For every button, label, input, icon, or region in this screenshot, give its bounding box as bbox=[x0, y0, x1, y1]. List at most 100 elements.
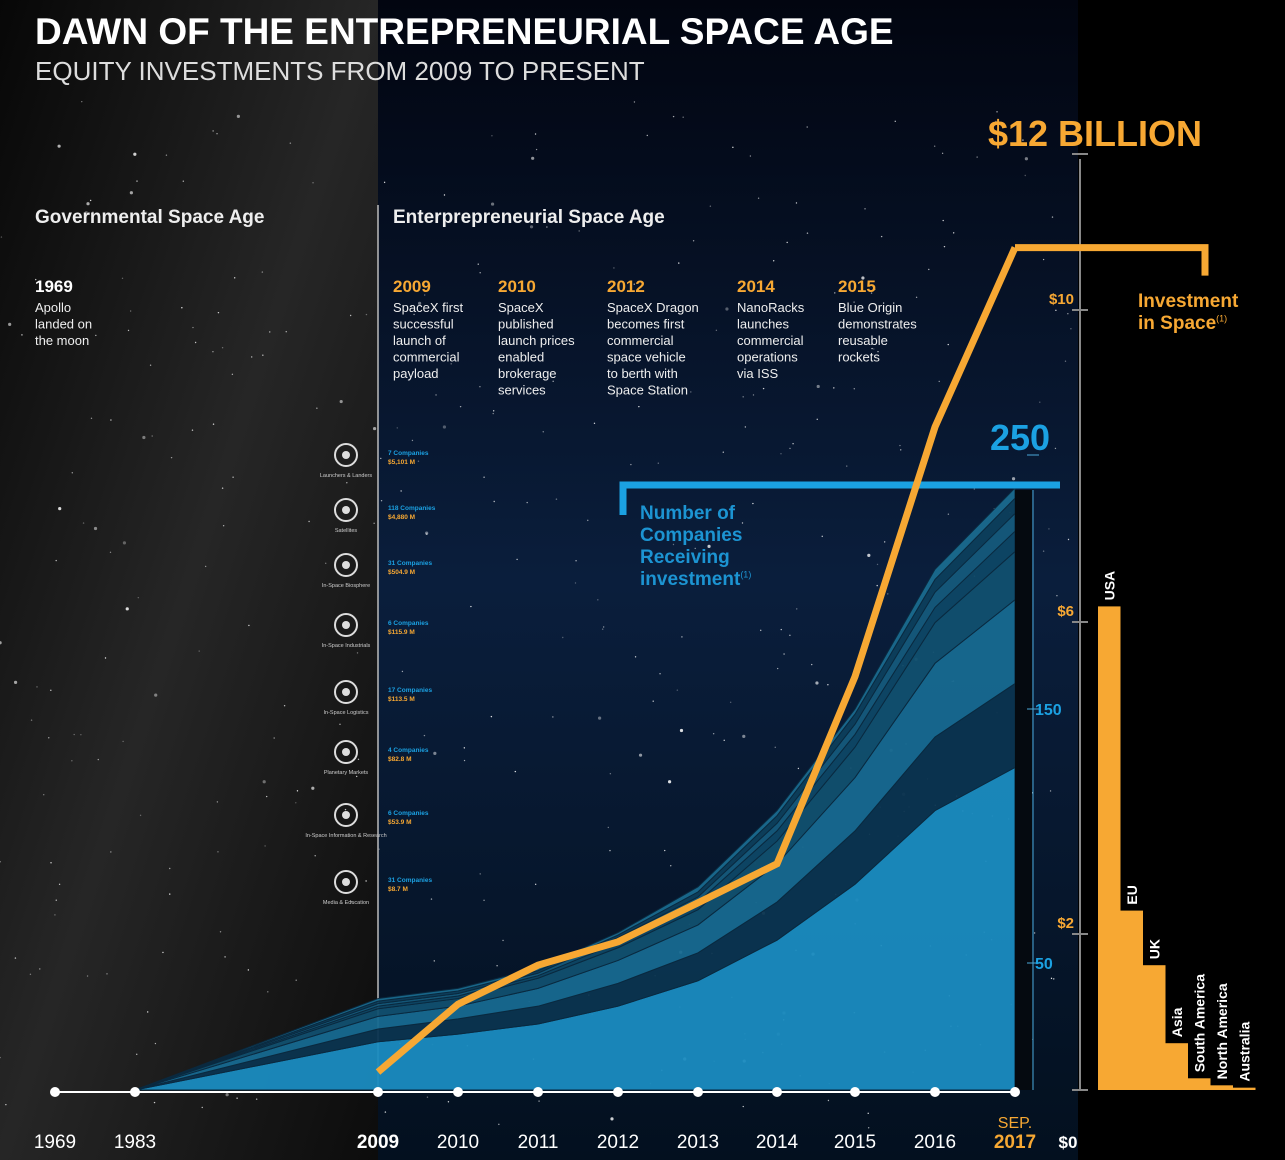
star bbox=[30, 974, 31, 975]
star bbox=[39, 968, 40, 969]
star bbox=[781, 629, 782, 630]
x-dot bbox=[373, 1087, 383, 1097]
x-tick-label: 2014 bbox=[756, 1132, 799, 1153]
star bbox=[609, 850, 610, 851]
star bbox=[758, 198, 759, 199]
milestone-year: 2014 bbox=[737, 277, 775, 296]
investment-legend: Investment in Space(1) bbox=[1138, 291, 1258, 335]
star bbox=[594, 423, 595, 424]
star bbox=[806, 126, 807, 127]
star bbox=[659, 673, 660, 674]
star bbox=[142, 436, 145, 439]
star bbox=[427, 1096, 428, 1097]
star bbox=[575, 560, 576, 561]
icon bbox=[342, 506, 350, 514]
star bbox=[639, 754, 642, 757]
star bbox=[538, 1100, 539, 1101]
y-tick-label: 150 bbox=[1035, 702, 1062, 719]
star bbox=[630, 464, 631, 465]
star bbox=[1043, 550, 1044, 551]
title: DAWN OF THE ENTREPRENEURIAL SPACE AGE bbox=[35, 11, 894, 52]
star bbox=[658, 463, 659, 464]
star bbox=[807, 232, 808, 233]
star bbox=[222, 347, 223, 348]
star bbox=[36, 686, 37, 687]
category-companies: 7 Companies bbox=[388, 450, 429, 457]
star bbox=[71, 760, 72, 761]
x-tick-label: 2013 bbox=[677, 1132, 719, 1153]
star bbox=[431, 898, 432, 899]
star bbox=[269, 331, 270, 332]
star bbox=[380, 458, 381, 459]
star bbox=[944, 246, 945, 247]
icon bbox=[342, 451, 350, 459]
star bbox=[867, 554, 870, 557]
star bbox=[526, 502, 527, 503]
milestone-year: 2015 bbox=[838, 277, 876, 296]
left-background bbox=[0, 0, 378, 1160]
star bbox=[515, 771, 516, 772]
category-name: In-Space Biosphere bbox=[322, 583, 370, 589]
star bbox=[713, 733, 714, 734]
star bbox=[94, 527, 97, 530]
star bbox=[122, 741, 123, 742]
page: DAWN OF THE ENTREPRENEURIAL SPACE AGE EQ… bbox=[0, 0, 1285, 1160]
milestone-year: 1969 bbox=[35, 277, 73, 296]
milestone-line: space vehicle bbox=[607, 350, 686, 365]
star bbox=[678, 262, 679, 263]
star bbox=[1070, 328, 1071, 329]
star bbox=[444, 194, 445, 195]
category-investment: $504.9 M bbox=[388, 569, 415, 576]
era-label: Enterprepreneurial Space Age bbox=[393, 207, 665, 228]
star bbox=[491, 135, 492, 136]
milestone-line: SpaceX first bbox=[393, 300, 463, 315]
milestone-line: becomes first bbox=[607, 317, 685, 332]
category-investment: $8.7 M bbox=[388, 886, 408, 893]
star bbox=[742, 735, 745, 738]
category-name: Launchers & Landers bbox=[320, 473, 373, 479]
star bbox=[266, 796, 267, 797]
star bbox=[828, 1100, 829, 1101]
milestone-line: reusable bbox=[838, 333, 888, 348]
milestone-line: services bbox=[498, 383, 546, 398]
star bbox=[433, 752, 436, 755]
star bbox=[15, 957, 16, 958]
milestone-line: published bbox=[498, 317, 554, 332]
star bbox=[110, 552, 111, 553]
star bbox=[753, 394, 754, 395]
star bbox=[426, 533, 427, 534]
star bbox=[195, 342, 196, 343]
y-tick-label: 250 bbox=[990, 417, 1050, 458]
star bbox=[916, 297, 917, 298]
category-companies: 6 Companies bbox=[388, 620, 429, 627]
milestone-line: the moon bbox=[35, 333, 89, 348]
star bbox=[796, 202, 797, 203]
milestone-line: demonstrates bbox=[838, 317, 917, 332]
star bbox=[262, 355, 263, 356]
star bbox=[792, 443, 793, 444]
star bbox=[59, 884, 60, 885]
y-tick-label: $2 bbox=[1057, 915, 1074, 932]
category-investment: $113.5 M bbox=[388, 696, 415, 703]
star bbox=[775, 747, 776, 748]
star bbox=[1055, 448, 1056, 449]
star bbox=[105, 657, 106, 658]
star bbox=[192, 327, 193, 328]
star bbox=[854, 388, 855, 389]
bar bbox=[1143, 965, 1166, 1090]
star bbox=[602, 628, 603, 629]
star bbox=[1012, 477, 1015, 480]
star bbox=[677, 689, 678, 690]
star bbox=[130, 310, 131, 311]
star bbox=[48, 737, 49, 738]
star bbox=[942, 220, 943, 221]
star bbox=[493, 413, 494, 414]
star bbox=[1068, 539, 1069, 540]
y-tick-label: $0 bbox=[1059, 1133, 1078, 1152]
milestone-line: commercial bbox=[607, 333, 674, 348]
star bbox=[434, 960, 435, 961]
star bbox=[725, 307, 728, 310]
bar bbox=[1211, 1085, 1234, 1090]
category-companies: 31 Companies bbox=[388, 877, 432, 884]
star bbox=[58, 507, 61, 510]
